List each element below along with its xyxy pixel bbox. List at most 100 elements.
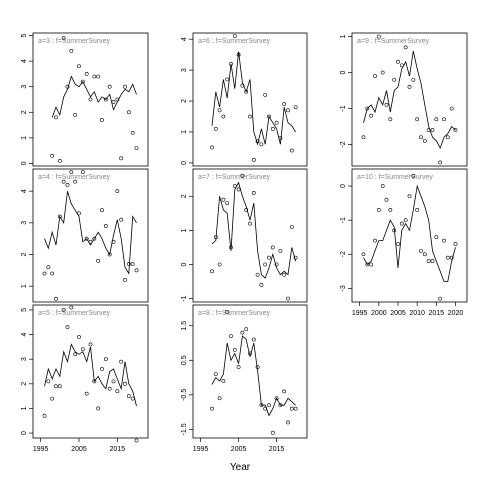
data-point — [225, 201, 230, 206]
data-point — [73, 112, 78, 117]
panel-5: a=7 : f=SummerSurvey -1 0 1 2 — [181, 168, 308, 303]
data-point — [57, 384, 62, 389]
data-point — [289, 148, 294, 153]
data-point — [369, 113, 374, 118]
fit-line — [211, 51, 296, 146]
data-point — [259, 142, 264, 147]
data-point — [232, 184, 237, 188]
x-tick-label: 1995 — [193, 446, 209, 453]
data-point — [373, 74, 377, 79]
data-point — [259, 403, 264, 408]
y-tick-label: 3 — [21, 221, 28, 225]
y-tick-label: 0 — [21, 161, 28, 165]
data-point — [217, 396, 222, 401]
data-point — [54, 296, 58, 301]
data-point — [267, 255, 271, 260]
data-point — [77, 211, 81, 216]
data-point — [407, 194, 412, 199]
data-point — [430, 259, 435, 263]
data-point — [65, 182, 70, 187]
data-point — [293, 255, 298, 260]
data-point — [57, 214, 62, 219]
data-point — [449, 106, 454, 111]
y-tick-label: 4 — [21, 59, 28, 63]
data-point — [73, 179, 78, 184]
y-tick-label: 4 — [21, 189, 28, 193]
data-point — [278, 403, 283, 408]
y-tick-label: 3 — [181, 68, 188, 72]
data-point — [248, 114, 252, 119]
data-point — [286, 108, 290, 113]
y-tick-label: -1 — [181, 295, 188, 301]
y-tick-label: -0.5 — [181, 389, 188, 401]
y-tick-label: -1.5 — [181, 423, 188, 435]
data-point — [92, 74, 97, 79]
data-point — [361, 135, 366, 140]
data-point — [229, 62, 233, 66]
data-point — [392, 77, 397, 82]
data-point — [255, 365, 260, 370]
y-tick-label: -1 — [340, 217, 347, 223]
data-point — [42, 413, 47, 418]
data-point — [84, 236, 89, 241]
data-point — [61, 308, 66, 312]
strip-label: a=6 : f=SummerSurvey — [198, 38, 270, 45]
y-tick-label: 2 — [181, 99, 188, 103]
y-tick-label: 2 — [181, 194, 188, 198]
data-point — [411, 77, 416, 82]
data-point — [213, 235, 218, 240]
data-point — [57, 158, 62, 163]
y-tick-label: 0 — [340, 184, 347, 188]
data-point — [278, 136, 283, 141]
data-point — [274, 120, 279, 125]
y-tick-label: -2 — [340, 141, 347, 147]
fit-line — [51, 75, 137, 118]
data-point — [278, 248, 283, 253]
data-point — [225, 310, 230, 314]
data-point — [376, 208, 381, 212]
y-tick-label: -2 — [340, 251, 347, 257]
data-point — [69, 49, 74, 53]
data-point — [263, 92, 268, 97]
data-point — [123, 277, 127, 282]
panel-2: a=6 : f=SummerSurvey 0 1 2 3 4 — [181, 32, 308, 167]
y-tick-label: 5 — [21, 308, 28, 312]
panel-4: a=4 : f=SummerSurvey 1 2 3 4 — [21, 168, 149, 303]
data-point — [419, 135, 423, 140]
y-tick-label: 2 — [21, 110, 28, 114]
data-point — [65, 84, 70, 89]
panel-frame — [351, 32, 468, 167]
panel-frame — [32, 32, 149, 167]
data-point — [236, 52, 241, 57]
data-point — [213, 126, 218, 131]
data-point — [282, 272, 287, 277]
x-axis-label: Year — [230, 462, 251, 473]
data-point — [259, 283, 264, 287]
data-point — [422, 252, 427, 257]
data-point — [293, 406, 298, 411]
y-tick-label: 3 — [21, 85, 28, 89]
data-point — [77, 64, 81, 69]
x-tick-label: 2000 — [371, 310, 387, 317]
data-point — [365, 262, 370, 267]
data-point — [453, 128, 458, 132]
data-point — [221, 114, 226, 119]
y-tick-label: 1 — [340, 35, 347, 39]
y-tick-label: 1 — [21, 136, 28, 140]
data-point — [84, 72, 89, 76]
data-point — [130, 130, 135, 135]
data-point — [126, 394, 131, 399]
x-tick-label: 2020 — [448, 310, 464, 317]
data-point — [80, 347, 85, 352]
strip-label: a=9 : f=SummerSurvey — [357, 38, 429, 45]
data-point — [449, 255, 454, 260]
panel-frame — [32, 304, 149, 439]
data-point — [73, 352, 78, 357]
data-point — [407, 85, 412, 89]
data-point — [270, 126, 275, 131]
data-point — [61, 179, 66, 184]
data-point — [453, 242, 458, 246]
data-point — [286, 296, 290, 301]
data-point — [251, 190, 256, 195]
